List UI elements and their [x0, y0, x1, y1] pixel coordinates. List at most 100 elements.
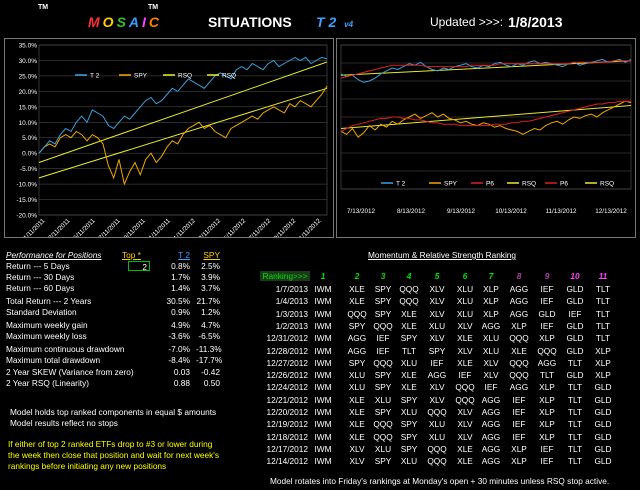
- ranked-etf: XLP: [595, 345, 611, 356]
- ranked-etf: IEF: [430, 357, 444, 368]
- ranked-etf: SPY: [400, 431, 418, 442]
- ranked-etf: XLV: [483, 370, 499, 381]
- ranking-row: 12/27/2012 IWM SPY QQQ XLU IEF XLE XLV QQQ AGG TLT…: [262, 358, 634, 369]
- rank-number: 6: [462, 271, 468, 281]
- ranked-etf: AGG: [509, 296, 529, 307]
- rank-number: 2: [354, 271, 360, 281]
- rank-number: 9: [544, 271, 550, 281]
- x-tick-label: 3/11/2012: [198, 217, 223, 237]
- ranked-etf: QQQ: [455, 394, 475, 405]
- ranked-etf: TLT: [595, 296, 611, 307]
- performance-row: Maximum total drawdown -8.4% -17.7%: [6, 355, 252, 366]
- ranked-etf: XLP: [595, 357, 611, 368]
- ranking-row: 12/28/2012 IWM AGG IEF TLT SPY XLV XLU XLE QQQ GLD…: [262, 346, 634, 357]
- ranked-etf: SPY: [374, 407, 392, 417]
- ranked-etf: SPY: [400, 333, 418, 344]
- performance-row: Return --- 60 Days 1.4% 3.7%: [6, 283, 252, 294]
- x-tick-label: 11/11/2012: [296, 217, 323, 237]
- ranked-etf: QQQ: [537, 345, 557, 356]
- ranking-row: 12/17/2012 IWM XLV XLU SPY QQQ XLE AGG XLP IEF TLT…: [262, 444, 634, 455]
- legend-label: RSQ: [222, 73, 236, 80]
- mosaic-letter: I: [142, 14, 149, 30]
- ranked-etf: IWM: [314, 357, 332, 368]
- metric-t2: 0.8%: [171, 261, 190, 271]
- metric-t2: 30.5%: [166, 296, 190, 306]
- ranked-etf: AGG: [509, 284, 529, 294]
- ranked-etf: AGG: [509, 382, 529, 393]
- ranked-etf: XLU: [456, 284, 474, 294]
- ranked-etf: XLE: [349, 296, 365, 307]
- metric-spy: 3.9%: [201, 272, 220, 282]
- top-value-box[interactable]: 2: [128, 261, 150, 272]
- chart-2year-svg: 35.0% 30.0% 25.0% 20.0% 15.0% 10.0% 5.0% 0.0% -5…: [16, 43, 328, 244]
- performance-header: Performance for Positions Top * T 2 SPY: [6, 250, 252, 261]
- ranked-etf: XLV: [429, 394, 445, 405]
- y-tick-label: 25.0%: [19, 73, 38, 80]
- ranked-etf: SPY: [374, 370, 392, 381]
- ranked-etf: XLP: [539, 333, 555, 344]
- situations-title: SITUATIONS: [208, 14, 292, 30]
- ranked-etf: QQQ: [399, 284, 419, 294]
- rank-number: 4: [406, 271, 412, 281]
- ranked-etf: GLD: [594, 382, 612, 393]
- ranked-etf: GLD: [566, 345, 584, 356]
- ranked-etf: XLV: [457, 407, 473, 417]
- legend-label: P6: [486, 181, 494, 188]
- ranked-etf: XLV: [429, 308, 445, 319]
- ranked-etf: XLP: [539, 394, 555, 405]
- ranked-etf: QQQ: [373, 357, 393, 368]
- ranked-etf: XLP: [539, 382, 555, 393]
- metric-spy: -0.42: [201, 367, 220, 377]
- metric-t2: 1.7%: [171, 272, 190, 282]
- ranked-etf: AGG: [509, 308, 529, 319]
- ranked-etf: IEF: [376, 333, 390, 344]
- metric-spy: -11.3%: [196, 344, 222, 354]
- ranked-etf: TLT: [567, 419, 583, 430]
- ranked-etf: XLE: [349, 407, 365, 417]
- ranked-etf: SPY: [374, 296, 392, 307]
- ranked-etf: XLV: [349, 456, 365, 467]
- x-tick-label: 3/11/2011: [47, 217, 71, 237]
- x-tick-label: 8/13/2012: [397, 208, 426, 215]
- ranked-etf: AGG: [481, 456, 501, 467]
- mosaic-letter: O: [102, 14, 117, 30]
- metric-label: Return --- 5 Days: [6, 261, 70, 271]
- y-tick-label: 10.0%: [19, 120, 38, 127]
- ranking-date: 12/20/2012: [266, 407, 308, 417]
- model-version: v4: [344, 20, 354, 29]
- ranked-etf: XLU: [428, 431, 446, 442]
- ranked-etf: IWM: [314, 419, 332, 430]
- ranked-etf: XLV: [457, 345, 473, 356]
- y-tick-label: 15.0%: [19, 104, 38, 111]
- ranked-etf: IEF: [540, 284, 554, 294]
- x-tick-label: 7/11/2012: [248, 217, 273, 237]
- y-tick-label: 5.0%: [22, 135, 37, 142]
- ranked-etf: XLU: [374, 443, 392, 454]
- metric-spy: 3.7%: [201, 283, 220, 293]
- metric-spy: 1.2%: [201, 307, 220, 317]
- x-tick-label: 11/13/2012: [545, 208, 577, 215]
- ranked-etf: XLP: [483, 308, 499, 319]
- x-tick-label: 12/13/2012: [595, 208, 627, 215]
- legend-label: RSQ: [178, 73, 192, 80]
- x-tick-label: 1/11/2012: [173, 217, 198, 237]
- ranked-etf: XLE: [401, 370, 417, 381]
- ranking-date: 12/28/2012: [266, 345, 308, 356]
- y-tick-label: 35.0%: [19, 43, 38, 50]
- ranked-etf: QQQ: [427, 456, 447, 467]
- ranked-etf: IEF: [540, 320, 554, 331]
- ranked-etf: XLE: [457, 443, 473, 454]
- ranked-etf: GLD: [566, 333, 584, 344]
- metric-t2: -7.0%: [168, 344, 190, 354]
- ranked-etf: IWM: [314, 382, 332, 393]
- ranked-etf: IEF: [540, 296, 554, 307]
- x-tick-label: 1/11/2011: [22, 217, 46, 237]
- performance-row: Standard Deviation 0.9% 1.2%: [6, 307, 252, 318]
- ranking-label: Ranking>>>: [260, 271, 310, 281]
- trademark-left: TM: [38, 4, 49, 11]
- mosaic-letter: S: [116, 14, 129, 30]
- ranked-etf: SPY: [400, 443, 418, 454]
- spy-line: [340, 100, 632, 138]
- ranked-etf: XLV: [429, 333, 445, 344]
- ranked-etf: XLE: [457, 357, 473, 368]
